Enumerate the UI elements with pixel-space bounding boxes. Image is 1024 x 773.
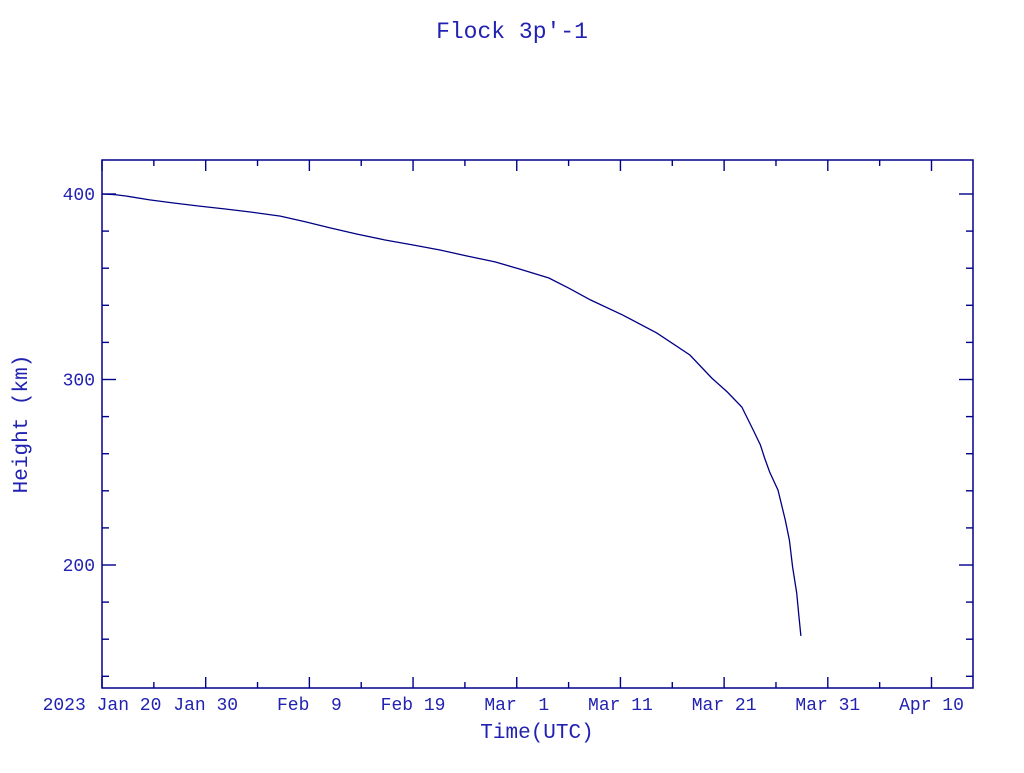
x-tick-label: 2023 Jan 20 <box>43 696 162 716</box>
x-tick-label: Mar 31 <box>795 696 860 716</box>
x-tick-label: Jan 30 <box>173 696 238 716</box>
x-tick-label: Mar 21 <box>692 696 757 716</box>
y-tick-label: 400 <box>63 186 95 206</box>
y-axis-title: Height (km) <box>11 355 34 494</box>
x-axis-title: Time(UTC) <box>480 722 593 745</box>
x-tick-label: Mar 11 <box>588 696 653 716</box>
plot-border <box>101 159 974 689</box>
chart-title: Flock 3p'-1 <box>436 19 588 45</box>
x-tick-label: Apr 10 <box>899 696 964 716</box>
axis-ticks <box>101 160 973 688</box>
x-tick-label: Mar 1 <box>484 696 549 716</box>
y-tick-label: 300 <box>63 372 95 392</box>
height-decay-curve <box>101 193 802 636</box>
x-tick-label: Feb 19 <box>381 696 446 716</box>
y-tick-label: 200 <box>63 557 95 577</box>
axis-tick-labels: 2023 Jan 20 Jan 30 Feb 9 Feb 19 Mar 1 Mar 11 M… <box>43 186 964 716</box>
x-tick-label: Feb 9 <box>277 696 342 716</box>
